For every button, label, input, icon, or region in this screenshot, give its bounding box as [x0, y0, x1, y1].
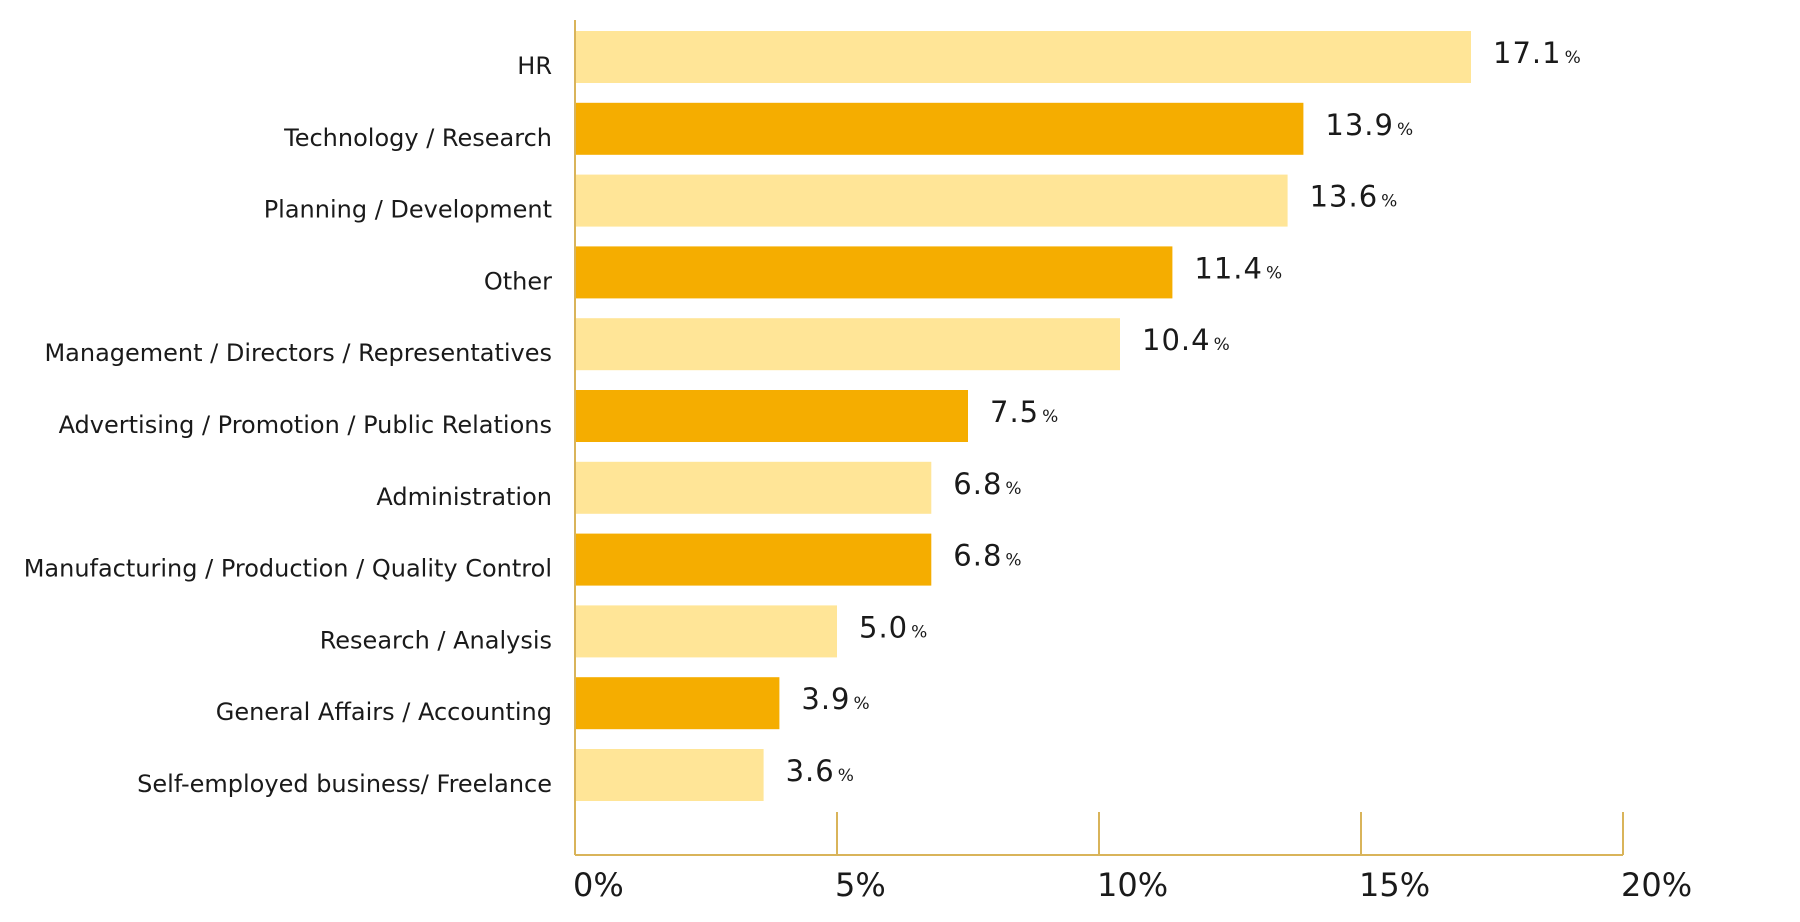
data-label: 3.6% — [786, 754, 855, 788]
category-label: Other — [484, 267, 552, 295]
data-label: 3.9% — [801, 682, 870, 716]
x-axis-group: 0% 5% 10% 15% 20% — [573, 20, 1692, 904]
bar — [575, 102, 1304, 155]
bar — [575, 246, 1173, 299]
bar — [575, 31, 1471, 83]
category-label: HR — [517, 52, 552, 80]
bar — [575, 677, 780, 730]
bar — [575, 390, 968, 442]
data-label: 13.9% — [1325, 108, 1414, 142]
data-label: 13.6% — [1310, 180, 1399, 214]
category-label: Research / Analysis — [320, 626, 552, 654]
data-label: 10.4% — [1142, 323, 1231, 357]
bar — [575, 461, 932, 514]
value-labels-group: 17.1 % 13.9 % 13.6 % 11.4 % 10.4 % 7.5 % 6.8 % 6.8 % 5.0… — [786, 36, 1582, 788]
bar — [575, 749, 764, 801]
data-label: 6.8% — [953, 467, 1022, 501]
category-label: Self-employed business/ Freelance — [137, 770, 552, 798]
data-label: 6.8% — [953, 539, 1022, 573]
bar — [575, 605, 837, 658]
category-label: Management / Directors / Representatives — [44, 339, 552, 367]
x-tick-label: 15% — [1359, 866, 1430, 904]
category-label: Manufacturing / Production / Quality Con… — [24, 555, 552, 583]
x-tick-label: 5% — [835, 866, 886, 904]
x-tick-label: 10% — [1097, 866, 1168, 904]
data-label: 11.4% — [1194, 251, 1283, 285]
category-labels-group: HR Technology / Research Planning / Develo… — [24, 52, 552, 798]
data-label: 7.5% — [990, 395, 1059, 429]
category-label: Advertising / Promotion / Public Relatio… — [59, 411, 552, 439]
category-label: Planning / Development — [264, 196, 552, 224]
x-tick-label: 0% — [573, 866, 624, 904]
bar — [575, 533, 932, 586]
bar — [575, 174, 1288, 227]
data-label: 17.1% — [1493, 36, 1582, 70]
category-label: Technology / Research — [283, 124, 552, 152]
data-label: 5.0% — [859, 610, 928, 644]
category-label: General Affairs / Accounting — [216, 698, 552, 726]
x-tick-label: 20% — [1621, 866, 1692, 904]
bar — [575, 318, 1120, 371]
category-label: Administration — [376, 483, 552, 511]
bars-group — [575, 31, 1471, 801]
